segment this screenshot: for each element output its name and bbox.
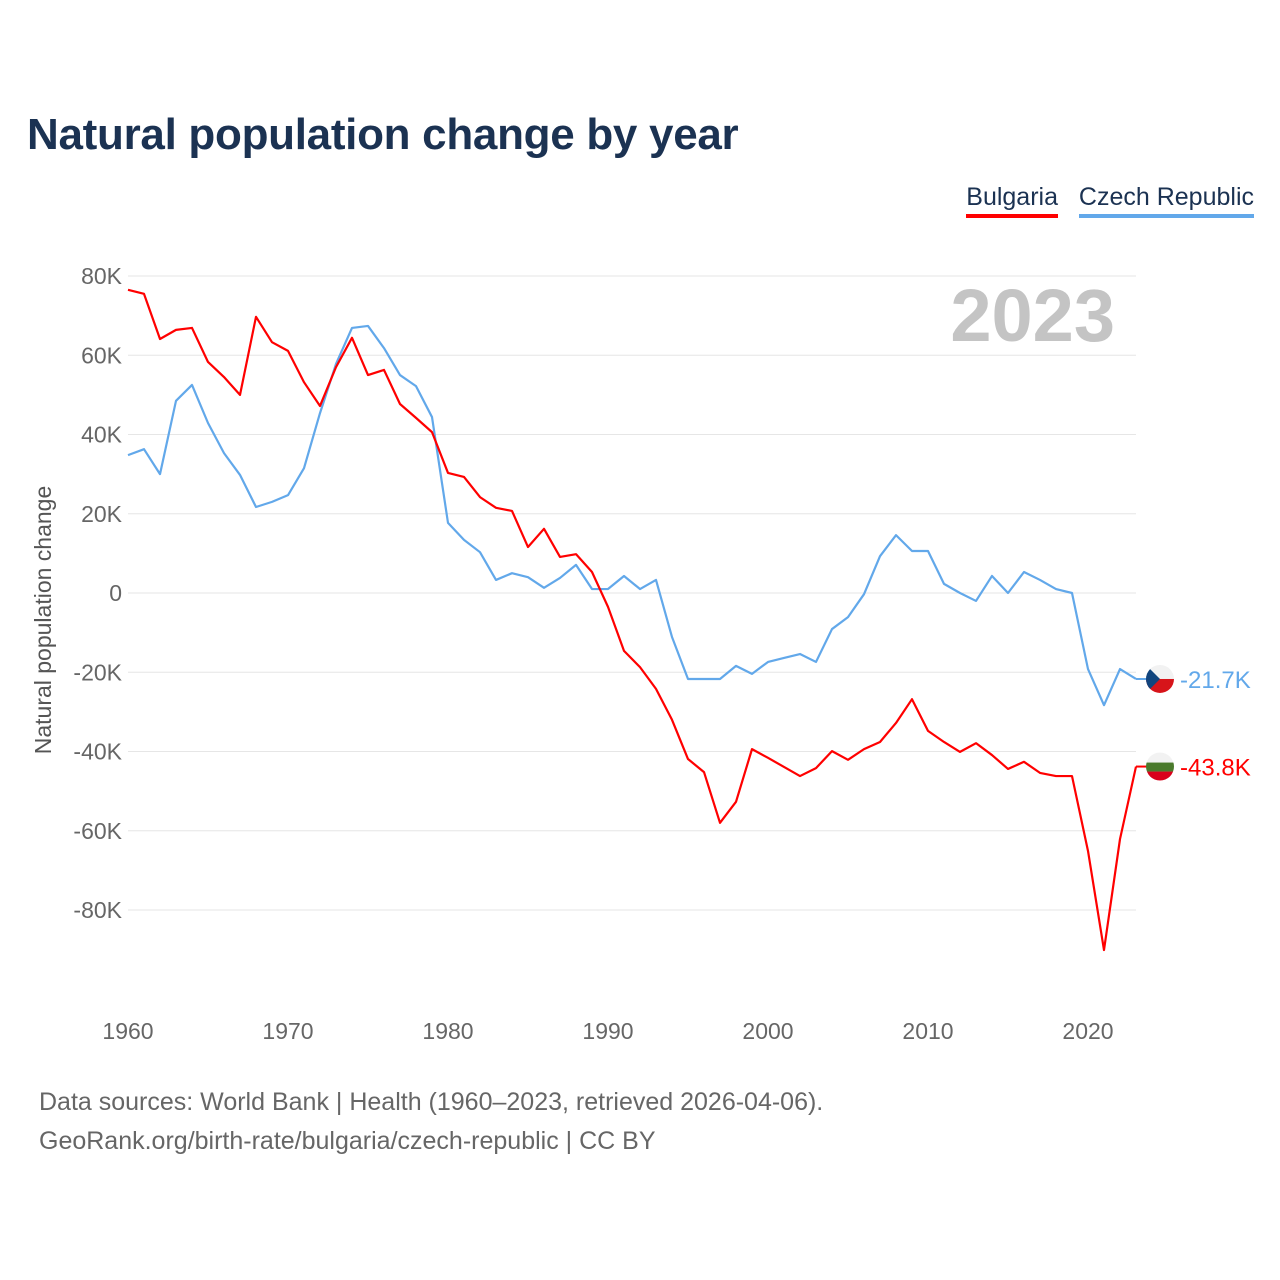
y-tick-label: 60K — [81, 342, 123, 368]
series-line-czech-republic — [127, 324, 1137, 707]
end-value-label: -21.7K — [1180, 667, 1251, 694]
y-tick-label: 0 — [109, 580, 122, 606]
y-axis-label: Natural population change — [30, 486, 56, 755]
flag-blue — [1146, 664, 1160, 693]
bulgaria-flag-icon — [1146, 752, 1174, 781]
x-tick-label: 1960 — [102, 1018, 153, 1044]
series-line-bulgaria — [127, 288, 1138, 952]
x-tick-label: 2020 — [1062, 1018, 1113, 1044]
x-tick-label: 1970 — [262, 1018, 313, 1044]
x-tick-label: 2010 — [902, 1018, 953, 1044]
chart-title: Natural population change by year — [27, 110, 739, 159]
y-tick-label: 40K — [81, 422, 123, 448]
legend-item-czech-republic[interactable]: Czech Republic — [1078, 183, 1254, 218]
y-tick-label: 20K — [81, 501, 123, 527]
y-tick-label: -60K — [73, 818, 122, 844]
y-tick-label: 80K — [81, 263, 123, 289]
flag-green — [1146, 762, 1174, 772]
legend-item-bulgaria[interactable]: Bulgaria — [966, 183, 1058, 218]
x-tick-label: 1990 — [582, 1018, 633, 1044]
flag-white — [1146, 752, 1174, 763]
czech-flag-icon — [1146, 664, 1174, 693]
y-tick-label: -40K — [73, 739, 122, 765]
y-tick-label: -20K — [73, 659, 122, 685]
end-value-label: -43.8K — [1180, 755, 1251, 782]
y-tick-label: -80K — [73, 897, 122, 923]
year-watermark: 2023 — [950, 274, 1115, 357]
x-tick-label: 2000 — [742, 1018, 793, 1044]
flag-body — [1146, 752, 1174, 781]
source-line-1: Data sources: World Bank | Health (1960–… — [39, 1088, 824, 1116]
flag-red — [1146, 771, 1174, 781]
source-line-2[interactable]: GeoRank.org/birth-rate/bulgaria/czech-re… — [39, 1127, 656, 1155]
flag-body — [1146, 664, 1174, 693]
x-tick-label: 1980 — [422, 1018, 473, 1044]
